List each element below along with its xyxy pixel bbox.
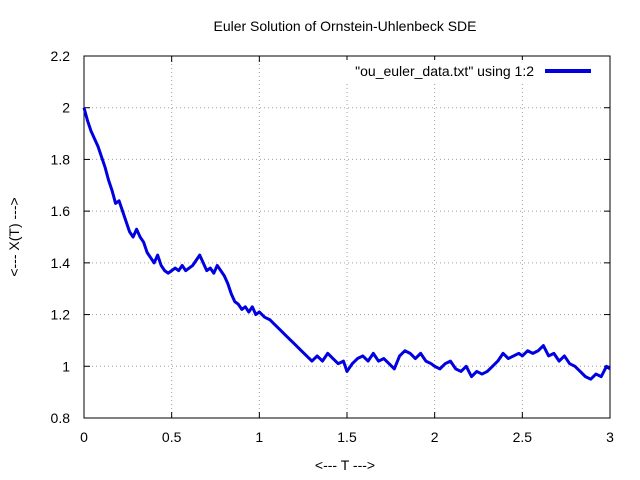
y-tick-label: 1.4 bbox=[51, 255, 71, 271]
y-tick-label: 2.2 bbox=[51, 48, 71, 64]
y-tick-label: 1.2 bbox=[51, 307, 71, 323]
y-axis-label: <--- X(T) ---> bbox=[6, 197, 22, 276]
grid bbox=[84, 56, 610, 418]
x-axis-label: <--- T ---> bbox=[315, 457, 375, 473]
legend: "ou_euler_data.txt" using 1:2 bbox=[318, 60, 606, 82]
tick-labels: 0 0.5 1 1.5 2 2.5 3 0.8 1 1.2 1.4 1.6 1.8 2 2.2 bbox=[51, 48, 615, 445]
series-line bbox=[82, 107, 611, 381]
x-tick-label: 3 bbox=[606, 429, 614, 445]
y-tick-label: 2 bbox=[62, 100, 70, 116]
x-tick-label: 0.5 bbox=[162, 429, 182, 445]
y-tick-label: 1.8 bbox=[51, 151, 71, 167]
chart-title: Euler Solution of Ornstein-Uhlenbeck SDE bbox=[213, 18, 476, 34]
x-tick-label: 2.5 bbox=[513, 429, 533, 445]
legend-background bbox=[318, 60, 606, 82]
y-tick-label: 1 bbox=[62, 358, 70, 374]
y-tick-label: 0.8 bbox=[51, 410, 71, 426]
x-tick-label: 1.5 bbox=[337, 429, 357, 445]
series-group bbox=[82, 107, 611, 381]
y-tick-label: 1.6 bbox=[51, 203, 71, 219]
legend-label: "ou_euler_data.txt" using 1:2 bbox=[355, 63, 534, 79]
x-tick-label: 1 bbox=[255, 429, 263, 445]
x-tick-label: 2 bbox=[431, 429, 439, 445]
x-tick-label: 0 bbox=[80, 429, 88, 445]
plot-frame bbox=[83, 55, 611, 419]
